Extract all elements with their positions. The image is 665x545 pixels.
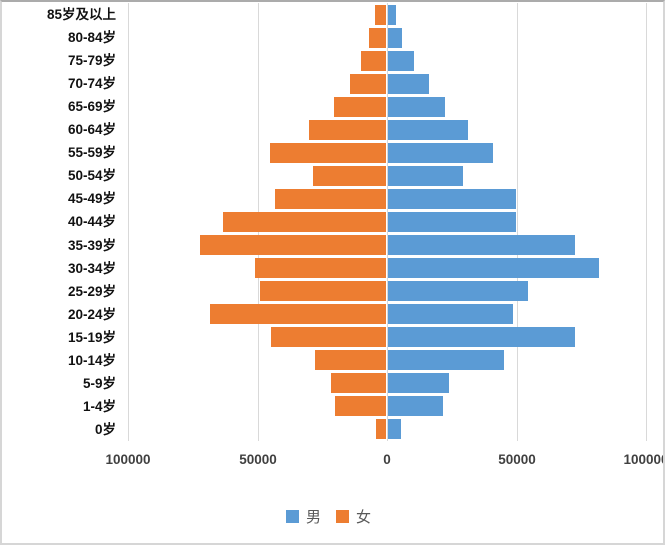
y-axis-label: 65-69岁 <box>67 99 116 115</box>
x-axis-label: 0 <box>383 452 391 467</box>
legend-swatch-female-icon <box>336 510 349 523</box>
male-bar-6 <box>388 142 494 163</box>
female-bar-12 <box>259 281 386 302</box>
y-axis-label: 70-74岁 <box>67 76 116 92</box>
male-bar-1 <box>388 27 403 48</box>
gridline <box>387 3 388 441</box>
male-bar-13 <box>388 304 514 325</box>
female-bar-5 <box>309 119 386 140</box>
female-bar-10 <box>200 235 386 255</box>
female-bar-18 <box>375 419 386 440</box>
male-bar-17 <box>388 396 444 417</box>
male-bar-5 <box>388 119 469 140</box>
female-bar-6 <box>269 142 386 163</box>
female-bar-13 <box>209 304 386 325</box>
y-axis-label: 80-84岁 <box>67 30 116 46</box>
x-axis-label: 100000 <box>623 452 665 467</box>
y-axis-label: 15-19岁 <box>67 329 116 345</box>
legend-swatch-male-icon <box>285 510 299 523</box>
y-axis-label: 55-59岁 <box>67 145 116 161</box>
x-axis-label: 50000 <box>498 452 536 467</box>
gridline <box>517 3 518 441</box>
female-bar-7 <box>312 165 386 186</box>
male-bar-14 <box>388 327 575 348</box>
y-axis-label: 40-44岁 <box>67 214 116 230</box>
legend: 男 女 <box>2 506 663 527</box>
male-bar-15 <box>388 350 505 371</box>
x-axis-label: 100000 <box>105 452 151 467</box>
female-bar-14 <box>271 327 386 348</box>
x-axis-label: 50000 <box>239 452 277 467</box>
y-axis-label: 30-34岁 <box>67 260 116 276</box>
female-bar-8 <box>275 188 386 209</box>
male-bar-3 <box>388 73 429 94</box>
y-axis-label: 10-14岁 <box>67 352 116 368</box>
male-bar-9 <box>388 211 516 232</box>
y-axis-label: 85岁及以上 <box>46 7 116 22</box>
male-bar-18 <box>388 419 401 440</box>
female-bar-15 <box>315 350 386 371</box>
gridline <box>128 3 129 441</box>
male-bar-11 <box>388 258 599 279</box>
male-bar-7 <box>388 165 464 186</box>
female-bar-9 <box>222 211 386 232</box>
y-axis-label: 5-9岁 <box>82 375 116 391</box>
y-axis-label: 25-29岁 <box>67 283 116 299</box>
female-bar-1 <box>369 27 386 48</box>
female-bar-16 <box>330 373 386 394</box>
female-bar-4 <box>333 96 386 117</box>
male-bar-2 <box>388 50 414 71</box>
y-axis-label: 1-4岁 <box>82 398 116 414</box>
y-axis-label: 60-64岁 <box>67 122 116 138</box>
female-bar-0 <box>375 4 386 25</box>
gridline <box>646 3 647 441</box>
y-axis-label: 35-39岁 <box>67 237 116 253</box>
y-axis-label: 0岁 <box>94 421 116 437</box>
male-bar-8 <box>388 188 516 209</box>
female-bar-11 <box>255 258 386 279</box>
y-axis-label: 75-79岁 <box>67 53 116 69</box>
female-bar-2 <box>360 50 386 71</box>
female-bar-3 <box>349 73 386 94</box>
legend-label-female: 女 <box>356 509 372 526</box>
male-bar-0 <box>388 4 397 25</box>
y-axis-label: 45-49岁 <box>67 191 116 207</box>
y-axis-label: 50-54岁 <box>67 168 116 184</box>
legend-label-male: 男 <box>305 509 321 526</box>
male-bar-12 <box>388 281 529 302</box>
male-bar-4 <box>388 96 445 117</box>
female-bar-17 <box>335 396 386 417</box>
male-bar-10 <box>388 235 575 255</box>
y-axis-label: 20-24岁 <box>67 306 116 322</box>
male-bar-16 <box>388 373 450 394</box>
